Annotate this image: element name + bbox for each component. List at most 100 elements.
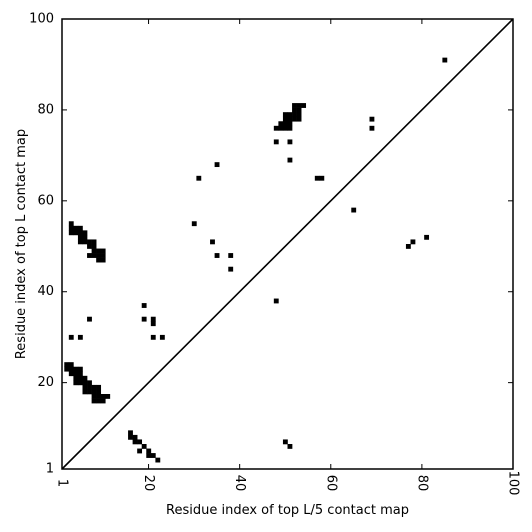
contact-cell [91, 398, 97, 404]
contact-cell [128, 434, 133, 440]
contact-cell [296, 112, 302, 118]
contact-cell [82, 234, 88, 240]
contact-cell [214, 253, 220, 258]
contact-cell [287, 139, 293, 145]
contact-cell [64, 366, 70, 372]
contact-cell [150, 321, 156, 327]
contact-cell [73, 380, 79, 386]
contact-cell [442, 57, 448, 63]
contact-cell [191, 221, 197, 227]
contact-cell [137, 439, 143, 445]
contact-cell [287, 157, 293, 163]
contact-cell [150, 334, 156, 340]
contact-cell [141, 316, 147, 322]
contact-cell [155, 457, 161, 463]
contact-cell [282, 121, 288, 127]
contact-cell [68, 225, 74, 231]
x-axis-ticks: 1 20 40 60 80 100 [55, 19, 521, 495]
contact-cell [96, 253, 102, 258]
contact-cell [132, 434, 138, 440]
contact-cell [91, 384, 97, 390]
contact-cell [228, 266, 234, 272]
contact-cell [77, 230, 83, 236]
contact-cell [68, 362, 74, 368]
contact-cell [77, 375, 83, 381]
contact-cell [87, 239, 92, 245]
contact-cell [159, 334, 165, 340]
y-tick-label: 1 [46, 462, 54, 477]
contact-cell [292, 116, 297, 122]
x-tick-label: 100 [506, 471, 521, 496]
contact-cell [96, 248, 102, 254]
contact-cell [282, 112, 288, 118]
contact-cell [82, 389, 88, 395]
contact-cell [292, 107, 297, 113]
contact-cell [100, 257, 106, 263]
contact-cell [292, 103, 297, 108]
contact-cell [282, 116, 288, 122]
contact-cell [73, 375, 79, 381]
contact-cell [228, 253, 234, 258]
contact-cell [314, 175, 320, 181]
contact-cell [82, 230, 88, 236]
contact-cell [87, 389, 92, 395]
contact-cell [424, 234, 430, 240]
contact-cell [282, 125, 288, 131]
contact-cell [77, 366, 83, 372]
contact-cell [91, 253, 97, 258]
contact-cell [91, 239, 97, 245]
contact-cell [296, 103, 302, 108]
contact-cell [287, 112, 293, 118]
contact-cell [77, 334, 83, 340]
contact-cell [68, 230, 74, 236]
y-axis-title: Residue index of top L contact map [14, 129, 29, 359]
contact-cell [278, 125, 284, 131]
contact-cell [100, 248, 106, 254]
contact-cell [137, 448, 143, 454]
contact-cell [73, 225, 79, 231]
contact-cell [405, 244, 411, 249]
y-tick-label: 80 [37, 102, 54, 117]
contact-cell [301, 103, 307, 108]
contact-cell [282, 439, 288, 445]
contact-cell [292, 112, 297, 118]
contact-cell [87, 384, 92, 390]
contact-cell [64, 362, 70, 368]
plot-frame [61, 18, 514, 470]
contact-cell [351, 207, 357, 213]
contact-cell [87, 316, 92, 322]
contact-cell [96, 389, 102, 395]
contact-cell [100, 398, 106, 404]
contact-cell [68, 334, 74, 340]
x-tick-label: 40 [232, 475, 247, 492]
contact-cell [91, 394, 97, 399]
x-tick-label: 60 [323, 475, 338, 492]
contact-cell [287, 121, 293, 127]
x-tick-label: 80 [414, 475, 429, 492]
contact-cell [87, 253, 92, 258]
contact-cells [64, 57, 448, 463]
x-tick-label: 20 [141, 475, 156, 492]
contact-cell [77, 234, 83, 240]
contact-cell [146, 448, 152, 454]
x-axis-title: Residue index of top L/5 contact map [166, 503, 409, 518]
contact-cell [128, 430, 133, 436]
contact-cell [273, 125, 279, 131]
contact-cell [146, 453, 152, 458]
y-axis-ticks: 1 20 40 60 80 100 [29, 12, 513, 477]
contact-cell [77, 371, 83, 377]
contact-cell [77, 225, 83, 231]
contact-cell [100, 253, 106, 258]
contact-cell [150, 316, 156, 322]
contact-cell [278, 121, 284, 127]
contact-cell [214, 162, 220, 168]
contact-cell [82, 380, 88, 386]
contact-cell [96, 257, 102, 263]
contact-cell [150, 453, 156, 458]
contact-cell [210, 239, 215, 245]
contact-cell [91, 248, 97, 254]
contact-cell [73, 366, 79, 372]
contact-cell [87, 380, 92, 386]
contact-cell [273, 298, 279, 304]
contact-cell [96, 384, 102, 390]
